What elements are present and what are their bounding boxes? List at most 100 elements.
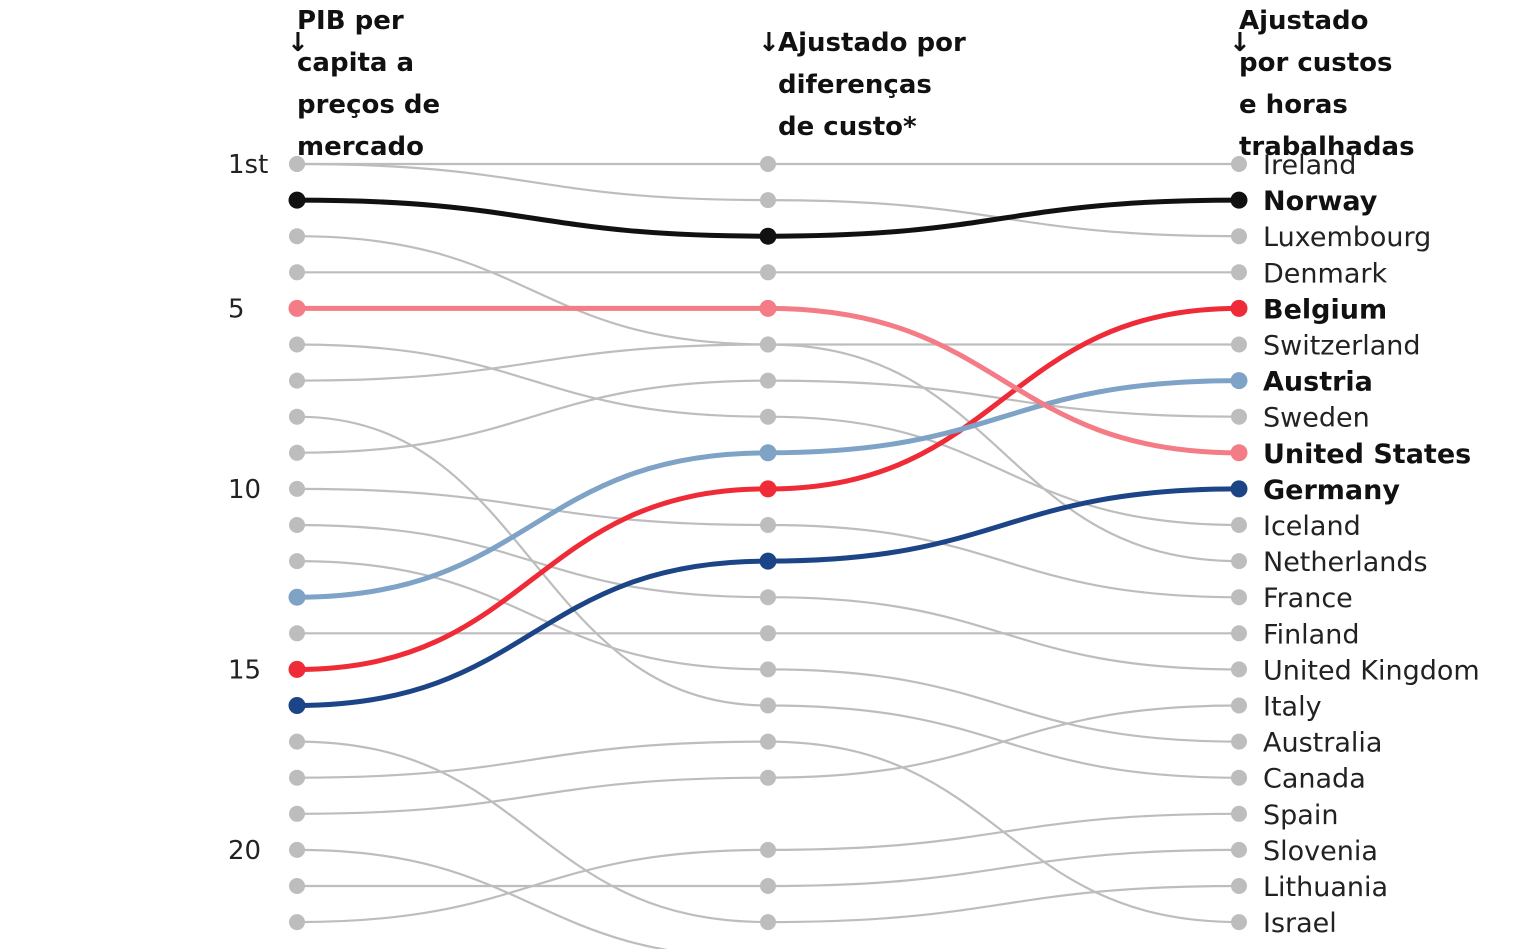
series-line-france — [295, 487, 1241, 599]
rank-dot-germany — [759, 552, 777, 570]
rank-dot-ireland — [1231, 156, 1247, 172]
rank-dot-slovenia — [289, 878, 305, 894]
rank-dot-france — [760, 517, 776, 533]
rank-tick-label: 10 — [228, 475, 261, 505]
country-label-denmark: Denmark — [1263, 258, 1387, 289]
down-arrow-icon: ↓ — [287, 28, 309, 58]
rank-dot-united-kingdom — [760, 589, 776, 606]
rank-dot-lithuania — [1231, 878, 1247, 894]
country-label-spain: Spain — [1263, 800, 1338, 831]
rank-dot-finland — [760, 625, 776, 642]
column-header-label: Ajustado por diferenças de custo* — [778, 28, 966, 142]
rank-dot-denmark — [760, 264, 776, 281]
rank-dot-israel — [289, 769, 305, 786]
rank-dot-iceland — [289, 336, 305, 353]
rank-dot-canada — [289, 408, 305, 425]
rank-dot-netherlands — [1231, 553, 1247, 570]
country-label-israel: Israel — [1263, 908, 1337, 939]
dots-layer — [288, 156, 1248, 931]
rank-dot-lithuania — [760, 914, 776, 931]
country-label-slovenia: Slovenia — [1263, 836, 1378, 867]
rank-dot-italy — [1231, 697, 1247, 714]
rank-dot-luxembourg — [760, 192, 776, 209]
rank-dot-slovenia — [1231, 841, 1247, 858]
column-header-cost-adjusted: ↓ Ajustado por diferenças de custo* — [758, 22, 988, 148]
rank-tick-label: 1st — [228, 150, 268, 180]
series-line-israel — [295, 740, 1241, 924]
rank-dot-austria — [1230, 372, 1248, 390]
rank-dot-austria — [759, 444, 777, 462]
rank-dot-switzerland — [1231, 336, 1247, 353]
rank-dot-australia — [760, 661, 776, 678]
column-header-market-prices: ↓ PIB per capita a preços de mercado — [287, 0, 457, 168]
rank-dot-belgium — [288, 660, 306, 678]
rank-dot-netherlands — [289, 372, 305, 389]
rank-dot-israel — [760, 733, 776, 750]
rank-dot-israel — [1231, 914, 1247, 931]
rank-dot-iceland — [760, 408, 776, 425]
country-label-finland: Finland — [1263, 619, 1359, 650]
rank-dot-slovenia — [760, 878, 776, 894]
lines-layer — [294, 162, 1242, 949]
country-label-germany: Germany — [1263, 475, 1400, 506]
rank-dot-italy — [760, 769, 776, 786]
series-line-united-states — [294, 305, 1242, 456]
series-line-unnamed — [295, 848, 668, 949]
rank-dot-finland — [289, 625, 305, 642]
country-label-norway: Norway — [1263, 186, 1378, 217]
rank-dot-france — [1231, 589, 1247, 606]
rank-dot-italy — [289, 805, 305, 822]
series-line-australia — [295, 560, 1241, 743]
country-label-sweden: Sweden — [1263, 403, 1370, 434]
rank-dot-united-states — [759, 299, 777, 317]
country-label-iceland: Iceland — [1263, 511, 1361, 542]
country-label-australia: Australia — [1263, 728, 1382, 759]
rank-dot-sweden — [289, 444, 305, 461]
rank-dot-germany — [1230, 480, 1248, 498]
rank-dot-sweden — [1231, 408, 1247, 425]
rank-dot-norway — [1230, 191, 1248, 209]
rank-dot-finland — [1231, 625, 1247, 642]
country-label-austria: Austria — [1263, 367, 1373, 398]
rank-tick-label: 5 — [228, 294, 245, 324]
rank-dot-austria — [288, 588, 306, 606]
series-line-canada — [295, 415, 1241, 779]
country-label-ireland: Ireland — [1263, 150, 1356, 181]
rank-tick-label: 20 — [228, 836, 261, 866]
rank-dot-switzerland — [289, 228, 305, 245]
rank-dot-spain — [1231, 805, 1247, 822]
country-label-united-kingdom: United Kingdom — [1263, 655, 1480, 686]
rank-dot-denmark — [289, 264, 305, 281]
rank-dot-unnamed — [289, 841, 305, 858]
down-arrow-icon: ↓ — [1229, 28, 1251, 58]
rank-dot-belgium — [1230, 299, 1248, 317]
country-label-united-states: United States — [1263, 439, 1471, 470]
country-label-luxembourg: Luxembourg — [1263, 222, 1431, 253]
rank-dot-united-kingdom — [1231, 661, 1247, 678]
rank-dot-canada — [760, 697, 776, 714]
rank-tick-label: 15 — [228, 655, 261, 685]
rank-dot-australia — [1231, 733, 1247, 750]
rank-dot-norway — [288, 191, 306, 209]
series-line-lithuania — [295, 740, 1241, 924]
column-header-label: Ajustado por custos e horas trabalhadas — [1239, 6, 1415, 162]
rank-dot-netherlands — [760, 336, 776, 353]
rank-dot-united-kingdom — [289, 517, 305, 533]
country-label-italy: Italy — [1263, 692, 1322, 723]
rank-dot-luxembourg — [289, 156, 305, 172]
down-arrow-icon: ↓ — [758, 28, 780, 58]
rank-dot-norway — [759, 227, 777, 245]
column-header-label: PIB per capita a preços de mercado — [297, 6, 441, 162]
rank-dot-spain — [289, 914, 305, 931]
labels-layer: Ireland Luxembourg Denmark Switzerland Swede… — [1263, 150, 1480, 939]
country-label-canada: Canada — [1263, 764, 1366, 795]
rank-dot-ireland — [760, 156, 776, 172]
column-header-cost-hours-adjusted: ↓ Ajustado por custos e horas trabalhada… — [1229, 0, 1429, 168]
country-label-france: France — [1263, 583, 1353, 614]
rank-dot-france — [289, 480, 305, 497]
rank-dot-luxembourg — [1231, 228, 1247, 245]
rank-dot-australia — [289, 553, 305, 570]
series-line-switzerland — [295, 235, 1241, 346]
